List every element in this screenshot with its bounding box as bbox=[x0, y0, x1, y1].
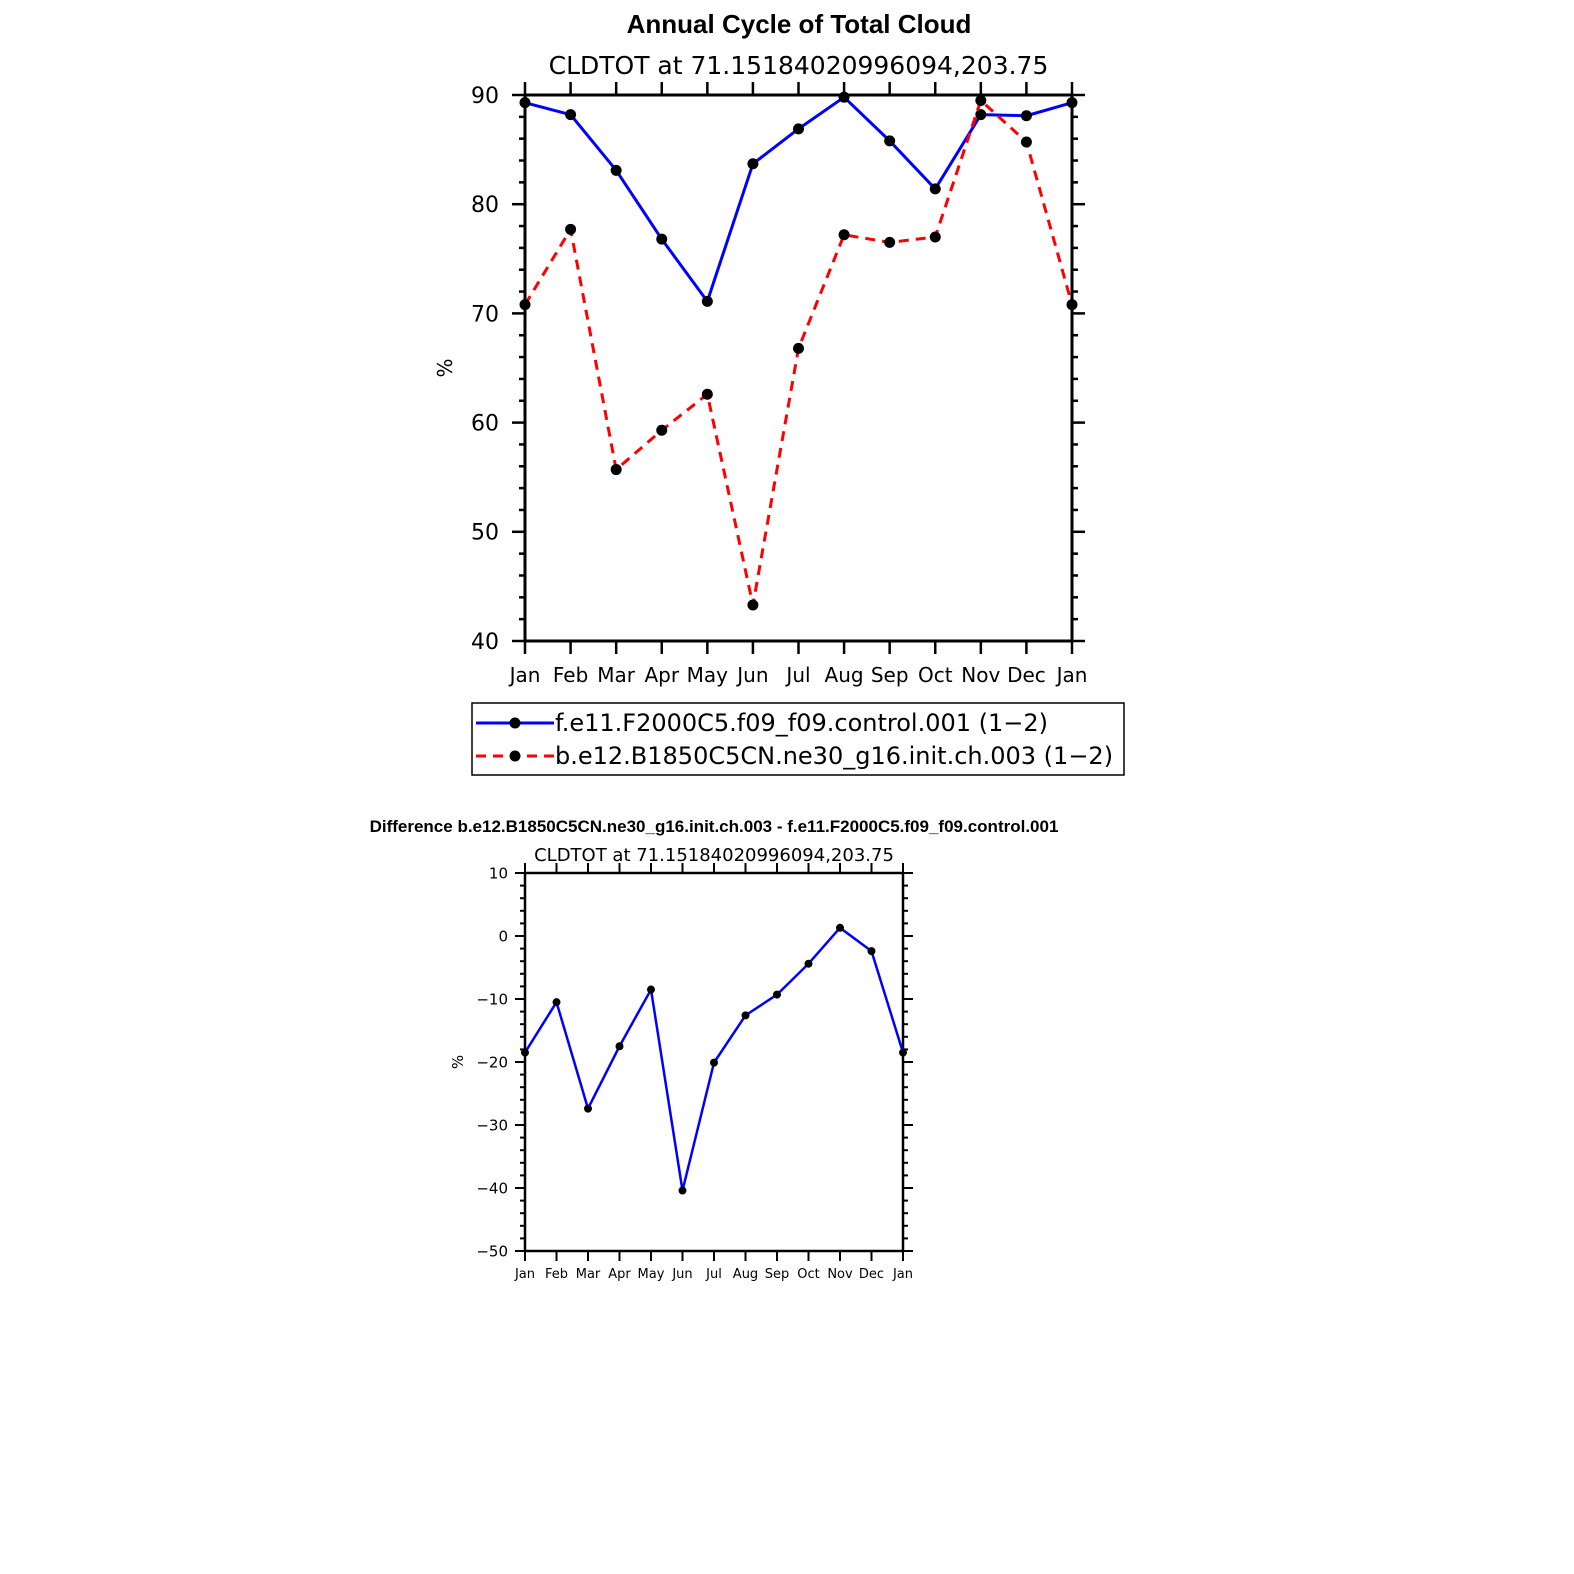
data-point bbox=[929, 231, 941, 243]
y-axis-label: % bbox=[449, 1055, 467, 1069]
y-tick-label: −40 bbox=[476, 1179, 508, 1197]
data-point bbox=[610, 464, 622, 476]
data-point bbox=[929, 183, 941, 195]
y-tick-label: −20 bbox=[476, 1053, 508, 1071]
x-tick-label: Jun bbox=[671, 1267, 692, 1282]
data-point bbox=[519, 299, 531, 311]
x-tick-label: Oct bbox=[918, 663, 953, 687]
x-tick-label: Jan bbox=[514, 1267, 535, 1282]
data-point bbox=[656, 424, 668, 436]
data-point bbox=[1066, 97, 1078, 109]
data-point bbox=[701, 295, 713, 307]
y-tick-label: 70 bbox=[471, 302, 499, 327]
difference-chart: Difference b.e12.B1850C5CN.ne30_g16.init… bbox=[370, 817, 1059, 1282]
chart-title: Difference b.e12.B1850C5CN.ne30_g16.init… bbox=[370, 817, 1059, 836]
data-point bbox=[678, 1186, 687, 1195]
y-tick-label: −30 bbox=[476, 1116, 508, 1134]
x-tick-label: Jan bbox=[892, 1267, 913, 1282]
data-point bbox=[1020, 110, 1032, 122]
x-tick-label: Nov bbox=[827, 1267, 853, 1282]
y-tick-label: 40 bbox=[471, 630, 499, 655]
x-tick-label: May bbox=[687, 663, 729, 687]
chart-title: Annual Cycle of Total Cloud bbox=[627, 9, 972, 39]
x-tick-label: Aug bbox=[825, 663, 864, 687]
data-point bbox=[701, 388, 713, 400]
x-tick-label: Feb bbox=[545, 1267, 568, 1282]
y-tick-label: 60 bbox=[471, 412, 499, 437]
data-point bbox=[747, 158, 759, 170]
legend-box bbox=[471, 702, 1125, 776]
legend-label-0: f.e11.F2000C5.f09_f09.control.001 (1−2) bbox=[555, 709, 1048, 737]
x-tick-label: Aug bbox=[733, 1267, 758, 1282]
data-point bbox=[793, 342, 804, 354]
data-point bbox=[1066, 299, 1078, 311]
x-tick-label: Sep bbox=[871, 663, 909, 687]
y-tick-label: 50 bbox=[471, 521, 499, 546]
data-point bbox=[610, 164, 622, 176]
data-point bbox=[747, 599, 759, 611]
data-point bbox=[521, 1048, 529, 1057]
x-tick-label: Nov bbox=[961, 663, 1000, 687]
data-point bbox=[838, 91, 850, 103]
data-point bbox=[804, 959, 813, 968]
data-point bbox=[710, 1058, 718, 1067]
y-tick-label: −50 bbox=[476, 1242, 508, 1260]
x-tick-label: Sep bbox=[765, 1267, 790, 1282]
data-point bbox=[647, 985, 655, 994]
annual-cycle-chart: Annual Cycle of Total Cloud CLDTOT at 71.… bbox=[433, 9, 1087, 687]
y-tick-label: 90 bbox=[471, 84, 499, 109]
data-point bbox=[615, 1042, 624, 1051]
legend-label-1: b.e12.B1850C5CN.ne30_g16.init.ch.003 (1−… bbox=[555, 742, 1113, 770]
data-point bbox=[584, 1104, 592, 1113]
x-tick-label: Mar bbox=[576, 1267, 601, 1282]
data-point bbox=[884, 135, 896, 147]
x-tick-label: Feb bbox=[553, 663, 588, 687]
plot-frame bbox=[523, 93, 1074, 643]
data-point bbox=[975, 94, 987, 106]
x-tick-label: Dec bbox=[1007, 663, 1046, 687]
data-point bbox=[793, 123, 804, 135]
data-point bbox=[741, 1011, 750, 1020]
y-tick-label: 10 bbox=[489, 864, 508, 882]
chart-subtitle: CLDTOT at 71.15184020996094,203.75 bbox=[534, 845, 894, 866]
data-point bbox=[565, 223, 577, 235]
chart-legend: f.e11.F2000C5.f09_f09.control.001 (1−2) b… bbox=[471, 702, 1125, 776]
x-tick-label: Jan bbox=[1055, 663, 1088, 687]
legend-marker-0 bbox=[509, 717, 521, 729]
x-tick-label: Apr bbox=[644, 663, 679, 687]
x-tick-label: Jan bbox=[508, 663, 541, 687]
data-point bbox=[838, 229, 850, 241]
x-tick-label: Jul bbox=[784, 663, 810, 687]
data-point bbox=[565, 109, 577, 121]
data-point bbox=[884, 236, 896, 248]
x-tick-label: Apr bbox=[608, 1267, 631, 1282]
data-point bbox=[836, 923, 844, 932]
data-point bbox=[519, 97, 531, 109]
chart-subtitle: CLDTOT at 71.15184020996094,203.75 bbox=[549, 51, 1049, 80]
y-tick-label: −10 bbox=[476, 990, 508, 1008]
x-tick-label: Mar bbox=[597, 663, 636, 687]
y-axis-label: % bbox=[433, 358, 457, 377]
x-tick-label: May bbox=[638, 1267, 665, 1282]
y-tick-label: 80 bbox=[471, 193, 499, 218]
data-point bbox=[773, 990, 781, 999]
x-tick-label: Dec bbox=[859, 1267, 884, 1282]
x-tick-label: Oct bbox=[797, 1267, 819, 1282]
data-point bbox=[867, 947, 876, 956]
data-point bbox=[656, 233, 668, 245]
data-point bbox=[899, 1048, 907, 1057]
x-tick-label: Jul bbox=[705, 1267, 722, 1282]
data-point bbox=[975, 109, 987, 121]
y-tick-label: 0 bbox=[498, 927, 508, 945]
data-point bbox=[552, 998, 561, 1007]
data-point bbox=[1020, 136, 1032, 148]
x-tick-label: Jun bbox=[735, 663, 768, 687]
legend-marker-1 bbox=[509, 750, 521, 762]
